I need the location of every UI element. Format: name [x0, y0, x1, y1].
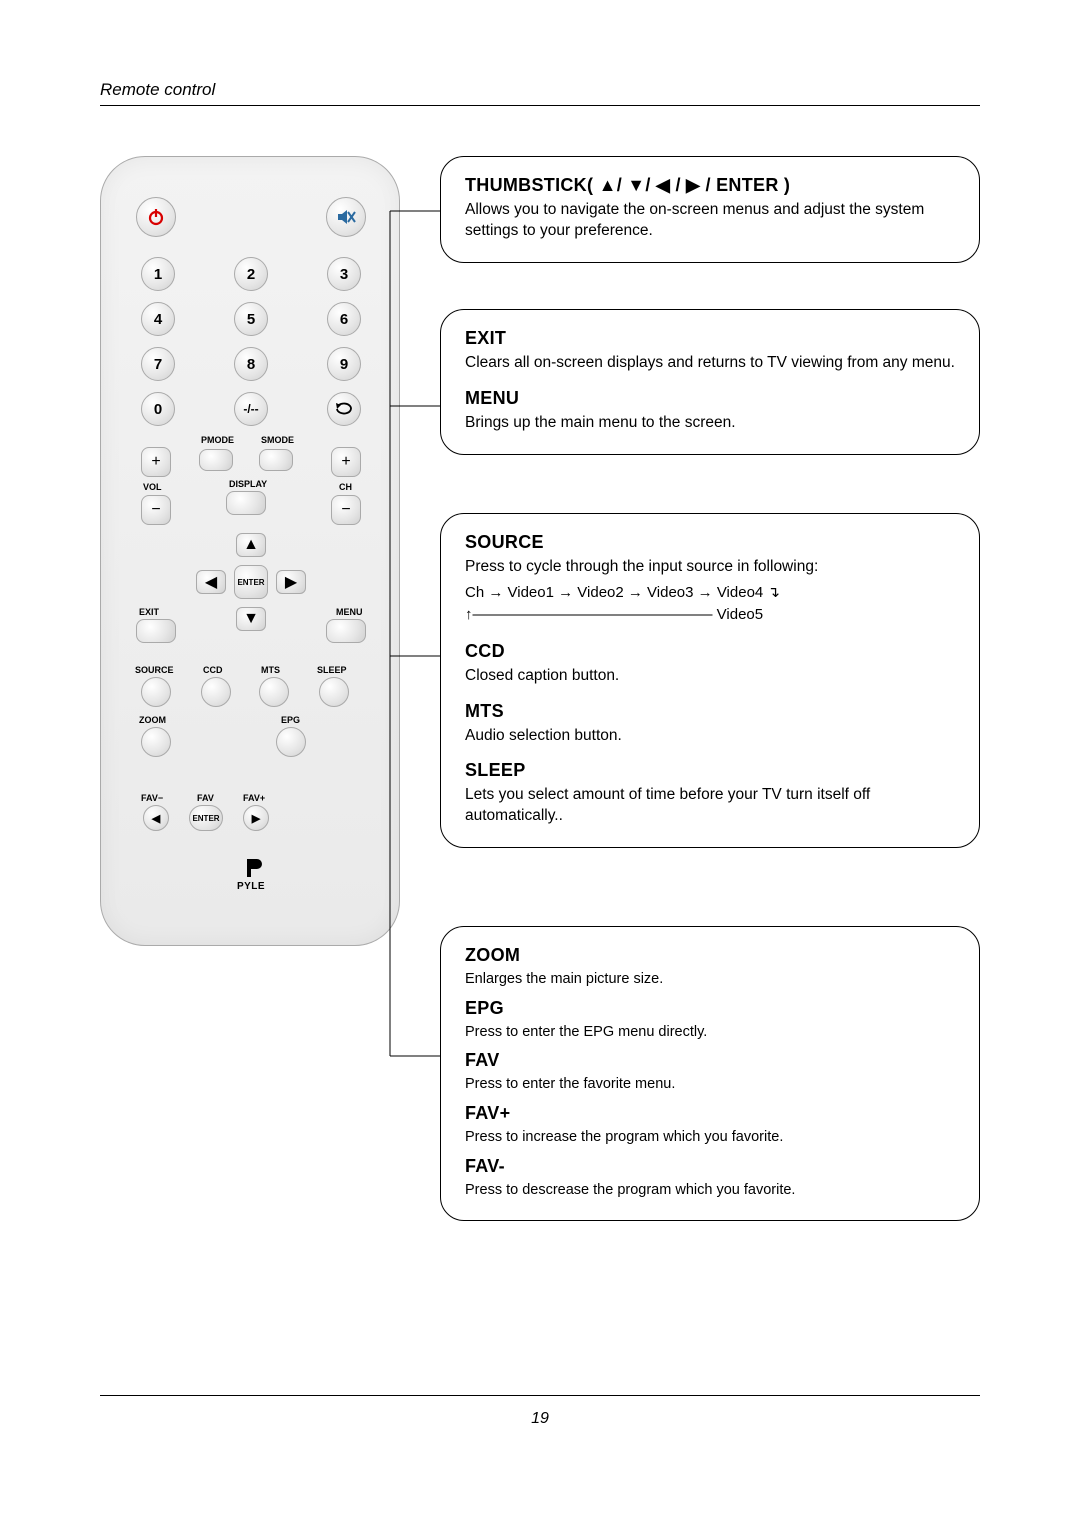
- ch-up-button[interactable]: +: [331, 447, 361, 477]
- pmode-label: PMODE: [201, 435, 234, 445]
- fav-minus-button[interactable]: ◀: [143, 805, 169, 831]
- enter-button[interactable]: ENTER: [234, 565, 268, 599]
- fav-enter-button[interactable]: ENTER: [189, 805, 223, 831]
- zoom-label: ZOOM: [139, 715, 166, 725]
- thumbstick: ▲ ▼ ◀ ▶ ENTER: [196, 527, 306, 637]
- power-button[interactable]: [136, 197, 176, 237]
- digit-4-button[interactable]: 4: [141, 302, 175, 336]
- digit-5-button[interactable]: 5: [234, 302, 268, 336]
- epg-button[interactable]: [276, 727, 306, 757]
- digit-2-button[interactable]: 2: [234, 257, 268, 291]
- card-zoom: ZOOM Enlarges the main picture size. EPG…: [440, 926, 980, 1221]
- mts-body: Audio selection button.: [465, 726, 955, 747]
- epg-title: EPG: [465, 998, 955, 1019]
- page-number: 19: [100, 1410, 980, 1428]
- exit-body: Clears all on-screen displays and return…: [465, 353, 955, 374]
- digit-0-button[interactable]: 0: [141, 392, 175, 426]
- nav-down-button[interactable]: ▼: [236, 607, 266, 631]
- menu-button[interactable]: [326, 619, 366, 643]
- digit-3-button[interactable]: 3: [327, 257, 361, 291]
- source-button[interactable]: [141, 677, 171, 707]
- zoom-title: ZOOM: [465, 945, 955, 966]
- brand-logo: PYLE: [233, 857, 269, 892]
- source-label: SOURCE: [135, 665, 174, 675]
- ccd-body: Closed caption button.: [465, 666, 955, 687]
- display-button[interactable]: [226, 491, 266, 515]
- epg-body: Press to enter the EPG menu directly.: [465, 1023, 955, 1043]
- footer-rule: [100, 1395, 980, 1396]
- menu-body: Brings up the main menu to the screen.: [465, 413, 955, 434]
- nav-right-button[interactable]: ▶: [276, 570, 306, 594]
- fav-minus-label: FAV−: [141, 793, 163, 803]
- connector-lines: [400, 156, 440, 1256]
- digit-1-button[interactable]: 1: [141, 257, 175, 291]
- sleep-body: Lets you select amount of time before yo…: [465, 785, 955, 827]
- fav-plus-label: FAV+: [243, 793, 265, 803]
- remote-container: 1 2 3 4 5 6 7 8 9 0 -/-- PMODE SMODE +: [100, 156, 400, 1221]
- source-body: Press to cycle through the input source …: [465, 557, 955, 578]
- smode-button[interactable]: [259, 449, 293, 471]
- sleep-button[interactable]: [319, 677, 349, 707]
- remote-body: 1 2 3 4 5 6 7 8 9 0 -/-- PMODE SMODE +: [100, 156, 400, 946]
- content-row: 1 2 3 4 5 6 7 8 9 0 -/-- PMODE SMODE +: [100, 156, 980, 1221]
- mute-button[interactable]: [326, 197, 366, 237]
- favp-title: FAV+: [465, 1103, 955, 1124]
- loop-button[interactable]: [327, 392, 361, 426]
- nav-left-button[interactable]: ◀: [196, 570, 226, 594]
- card-source: SOURCE Press to cycle through the input …: [440, 513, 980, 849]
- fav-body: Press to enter the favorite menu.: [465, 1075, 955, 1095]
- digit-8-button[interactable]: 8: [234, 347, 268, 381]
- menu-title: MENU: [465, 388, 955, 409]
- vol-label: VOL: [143, 482, 162, 492]
- zoom-body: Enlarges the main picture size.: [465, 970, 955, 990]
- exit-title: EXIT: [465, 328, 955, 349]
- ch-down-button[interactable]: −: [331, 495, 361, 525]
- source-title: SOURCE: [465, 532, 955, 553]
- fav-title: FAV: [465, 1050, 955, 1071]
- nav-up-button[interactable]: ▲: [236, 533, 266, 557]
- header-rule: [100, 105, 980, 106]
- thumbstick-title: THUMBSTICK( ▲/ ▼/ ◀ / ▶ / ENTER ): [465, 175, 955, 196]
- description-column: THUMBSTICK( ▲/ ▼/ ◀ / ▶ / ENTER ) Allows…: [440, 156, 980, 1221]
- mts-title: MTS: [465, 701, 955, 722]
- zoom-button[interactable]: [141, 727, 171, 757]
- card-thumbstick: THUMBSTICK( ▲/ ▼/ ◀ / ▶ / ENTER ) Allows…: [440, 156, 980, 263]
- exit-label: EXIT: [139, 607, 159, 617]
- display-label: DISPLAY: [229, 479, 267, 489]
- digit-6-button[interactable]: 6: [327, 302, 361, 336]
- ccd-label: CCD: [203, 665, 223, 675]
- pmode-button[interactable]: [199, 449, 233, 471]
- favm-body: Press to descrease the program which you…: [465, 1181, 955, 1201]
- section-title: Remote control: [100, 80, 980, 100]
- vol-down-button[interactable]: −: [141, 495, 171, 525]
- sleep-label: SLEEP: [317, 665, 347, 675]
- favm-title: FAV-: [465, 1156, 955, 1177]
- sleep-title: SLEEP: [465, 760, 955, 781]
- fav-plus-button[interactable]: ▶: [243, 805, 269, 831]
- favp-body: Press to increase the program which you …: [465, 1128, 955, 1148]
- digit-7-button[interactable]: 7: [141, 347, 175, 381]
- mts-button[interactable]: [259, 677, 289, 707]
- source-flow: Ch → Video1 → Video2 → Video3 → Video4 ↴…: [465, 582, 955, 627]
- digit-9-button[interactable]: 9: [327, 347, 361, 381]
- card-exit-menu: EXIT Clears all on-screen displays and r…: [440, 309, 980, 455]
- ch-label: CH: [339, 482, 352, 492]
- ccd-button[interactable]: [201, 677, 231, 707]
- epg-label: EPG: [281, 715, 300, 725]
- thumbstick-body: Allows you to navigate the on-screen men…: [465, 200, 955, 242]
- mts-label: MTS: [261, 665, 280, 675]
- smode-label: SMODE: [261, 435, 294, 445]
- exit-button[interactable]: [136, 619, 176, 643]
- fav-label: FAV: [197, 793, 214, 803]
- menu-label: MENU: [336, 607, 363, 617]
- vol-up-button[interactable]: +: [141, 447, 171, 477]
- dash-button[interactable]: -/--: [234, 392, 268, 426]
- ccd-title: CCD: [465, 641, 955, 662]
